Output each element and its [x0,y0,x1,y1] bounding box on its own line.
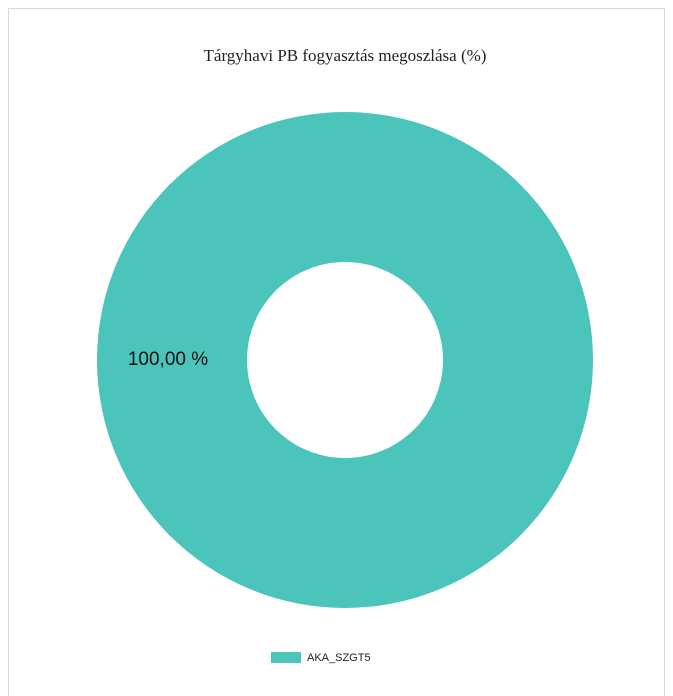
value-label: 100,00 % [128,349,208,370]
legend-label: AKA_SZGT5 [307,652,371,664]
chart-title: Tárgyhavi PB fogyasztás megoszlása (%) [204,46,487,65]
legend-swatch [271,652,301,663]
donut-slice [97,112,593,608]
